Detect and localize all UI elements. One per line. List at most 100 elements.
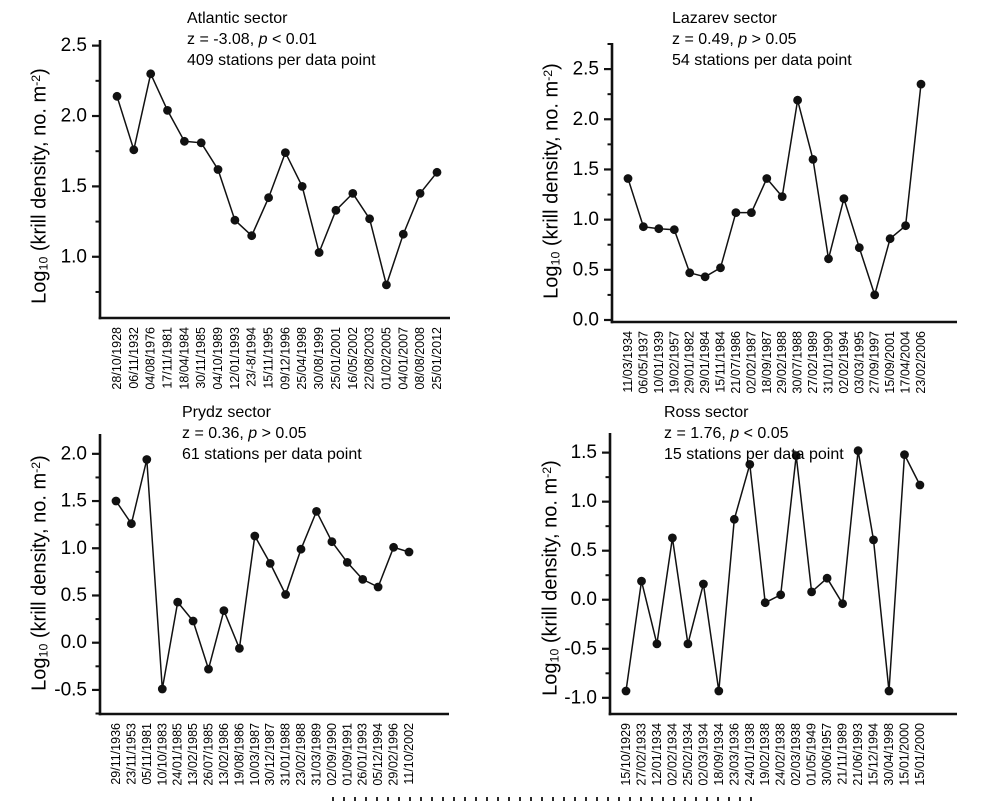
x-date-labels: 29/11/1936 23/11/1953 05/11/1981 10/10/1983… <box>109 723 416 786</box>
chart-prydz: -0.50.00.51.01.52.029/11/1936 23/11/1953 0… <box>54 434 449 786</box>
svg-text:2.5: 2.5 <box>573 59 599 80</box>
svg-text:11/03/1934: 11/03/1934 <box>621 331 635 393</box>
svg-text:05/11/1981: 05/11/1981 <box>140 723 154 785</box>
svg-text:2.0: 2.0 <box>573 109 599 130</box>
y-ticks: 1.0 1.5 2.0 2.5 <box>61 35 100 267</box>
stations-line: 15 stations per data point <box>664 446 844 463</box>
svg-text:-0.5: -0.5 <box>564 638 597 659</box>
svg-text:10/01/1939: 10/01/1939 <box>652 331 666 394</box>
svg-text:15/01/2000: 15/01/2000 <box>898 723 912 786</box>
series-line <box>627 84 922 298</box>
svg-text:12/01/1993: 12/01/1993 <box>228 327 242 390</box>
panel-lazarev: 0.0 0.5 1.0 1.5 2.0 2.5 11/03/1934 06/05/1937 10… <box>502 0 1004 401</box>
ylabel-text: (krill density, no. m <box>540 80 563 252</box>
svg-text:23/02/2006: 23/02/2006 <box>914 331 928 394</box>
svg-text:31/01/1990: 31/01/1990 <box>822 331 836 394</box>
svg-text:30/11/1985: 30/11/1985 <box>194 327 208 389</box>
svg-text:15/09/2001: 15/09/2001 <box>883 331 897 394</box>
svg-text:29/01/1982: 29/01/1982 <box>683 331 697 394</box>
y-minor-ticks <box>605 476 610 675</box>
svg-text:26/07/1985: 26/07/1985 <box>202 723 216 786</box>
ylabel-subscript: 10 <box>36 256 51 271</box>
svg-text:01/02/2005: 01/02/2005 <box>379 327 393 390</box>
ylabel-superscript: -2 <box>540 69 555 81</box>
svg-text:1.0: 1.0 <box>61 246 87 267</box>
svg-text:2.5: 2.5 <box>61 35 87 56</box>
panel-title-block: Atlantic sector z = -3.08, p < 0.01 409 … <box>187 8 376 71</box>
svg-text:12/01/1934: 12/01/1934 <box>650 723 664 786</box>
chart-ross: -1.0 -0.5 0.0 0.5 1.0 1.5 15/10/1929 27/02/1933… <box>564 433 957 786</box>
svg-text:0.0: 0.0 <box>61 632 87 653</box>
svg-text:02/02/1987: 02/02/1987 <box>744 331 758 394</box>
svg-text:16/05/2002: 16/05/2002 <box>346 327 360 390</box>
stats-p: p <box>738 31 748 48</box>
y-ticks: -1.0 -0.5 0.0 0.5 1.0 1.5 <box>564 442 610 708</box>
sector-title: Lazarev sector <box>672 10 777 27</box>
svg-text:05/12/1994: 05/12/1994 <box>371 723 385 786</box>
stations-line: 54 stations per data point <box>672 52 852 69</box>
svg-text:1.5: 1.5 <box>571 442 597 463</box>
svg-text:2.0: 2.0 <box>61 106 87 127</box>
svg-text:-0.5: -0.5 <box>54 679 87 700</box>
svg-text:27/09/1997: 27/09/1997 <box>868 331 882 394</box>
svg-text:23/03/1936: 23/03/1936 <box>727 723 741 786</box>
y-axis-title: Log10 (krill density, no. m-2) <box>29 455 52 691</box>
stats-z: z = 1.76, <box>664 425 731 442</box>
svg-text:19/02/1938: 19/02/1938 <box>758 723 772 786</box>
clipped-caption-strip <box>332 797 760 801</box>
panel-title-block: Prydz sector z = 0.36, p > 0.05 61 stati… <box>182 402 362 465</box>
svg-text:19/08/1986: 19/08/1986 <box>232 723 246 786</box>
series-line <box>116 71 438 288</box>
ylabel-subscript: 10 <box>548 251 563 266</box>
sector-title: Ross sector <box>664 404 749 421</box>
svg-text:1.0: 1.0 <box>61 538 87 559</box>
svg-text:15/11/1995: 15/11/1995 <box>262 327 276 389</box>
svg-text:21/06/1993: 21/06/1993 <box>851 723 865 786</box>
series-line <box>115 459 410 690</box>
svg-text:25/01/2012: 25/01/2012 <box>430 327 444 390</box>
ylabel-text: Log <box>540 265 563 299</box>
svg-text:23/-8/1994: 23/-8/1994 <box>245 327 259 387</box>
svg-text:09/12/1996: 09/12/1996 <box>278 327 292 390</box>
ylabel-text: ) <box>28 455 51 462</box>
svg-text:23/11/1953: 23/11/1953 <box>124 723 138 785</box>
x-date-labels: 28/10/1928 06/11/1932 04/08/1976 17/11/1981… <box>110 327 444 390</box>
ylabel-text: Log <box>28 270 51 304</box>
svg-text:02/03/1938: 02/03/1938 <box>789 723 803 786</box>
svg-text:15/01/2000: 15/01/2000 <box>913 723 927 786</box>
svg-text:25/02/1934: 25/02/1934 <box>681 723 695 786</box>
svg-text:2.0: 2.0 <box>61 443 87 464</box>
svg-text:04/10/1989: 04/10/1989 <box>211 327 225 390</box>
svg-text:02/03/1934: 02/03/1934 <box>696 723 710 786</box>
panel-title-block: Ross sector z = 1.76, p < 0.05 15 statio… <box>664 402 844 465</box>
svg-text:04/08/1976: 04/08/1976 <box>144 327 158 390</box>
svg-text:0.5: 0.5 <box>573 259 599 280</box>
stats-pvalue: < 0.05 <box>739 425 789 442</box>
svg-text:18/09/1987: 18/09/1987 <box>760 331 774 394</box>
svg-text:02/02/1934: 02/02/1934 <box>665 723 679 786</box>
ylabel-text: Log <box>28 657 51 691</box>
panel-prydz: -0.5 0.0 0.5 1.0 1.5 2.0 29/11/1936 23/11/1953 0… <box>0 401 502 802</box>
svg-text:10/03/1987: 10/03/1987 <box>248 723 262 786</box>
svg-text:08/08/2008: 08/08/2008 <box>413 327 427 390</box>
series-markers <box>112 69 442 290</box>
svg-text:17/11/1981: 17/11/1981 <box>161 327 175 389</box>
x-date-labels: 11/03/1934 06/05/1937 10/01/1939 19/02/1957… <box>621 331 928 394</box>
y-axis-title: Log10 (krill density, no. m-2) <box>29 68 52 304</box>
svg-text:18/04/1984: 18/04/1984 <box>177 327 191 390</box>
svg-text:06/11/1932: 06/11/1932 <box>127 327 141 389</box>
stats-z: z = 0.49, <box>672 31 739 48</box>
panel-title-block: Lazarev sector z = 0.49, p > 0.05 54 sta… <box>672 8 852 71</box>
stats-line: z = 0.49, p > 0.05 <box>672 29 852 50</box>
series-markers <box>621 446 925 696</box>
svg-text:1.0: 1.0 <box>571 491 597 512</box>
svg-text:30/12/1987: 30/12/1987 <box>263 723 277 786</box>
stats-line: z = -3.08, p < 0.01 <box>187 29 376 50</box>
stats-pvalue: > 0.05 <box>257 425 307 442</box>
stats-z: z = 0.36, <box>182 425 249 442</box>
svg-text:01/05/1949: 01/05/1949 <box>805 723 819 786</box>
y-axis-title: Log10 (krill density, no. m-2) <box>540 460 563 696</box>
stations-line: 409 stations per data point <box>187 52 376 69</box>
chart-lazarev: 0.0 0.5 1.0 1.5 2.0 2.5 11/03/1934 06/05/1937 10… <box>573 43 957 394</box>
svg-text:10/10/1983: 10/10/1983 <box>155 723 169 786</box>
